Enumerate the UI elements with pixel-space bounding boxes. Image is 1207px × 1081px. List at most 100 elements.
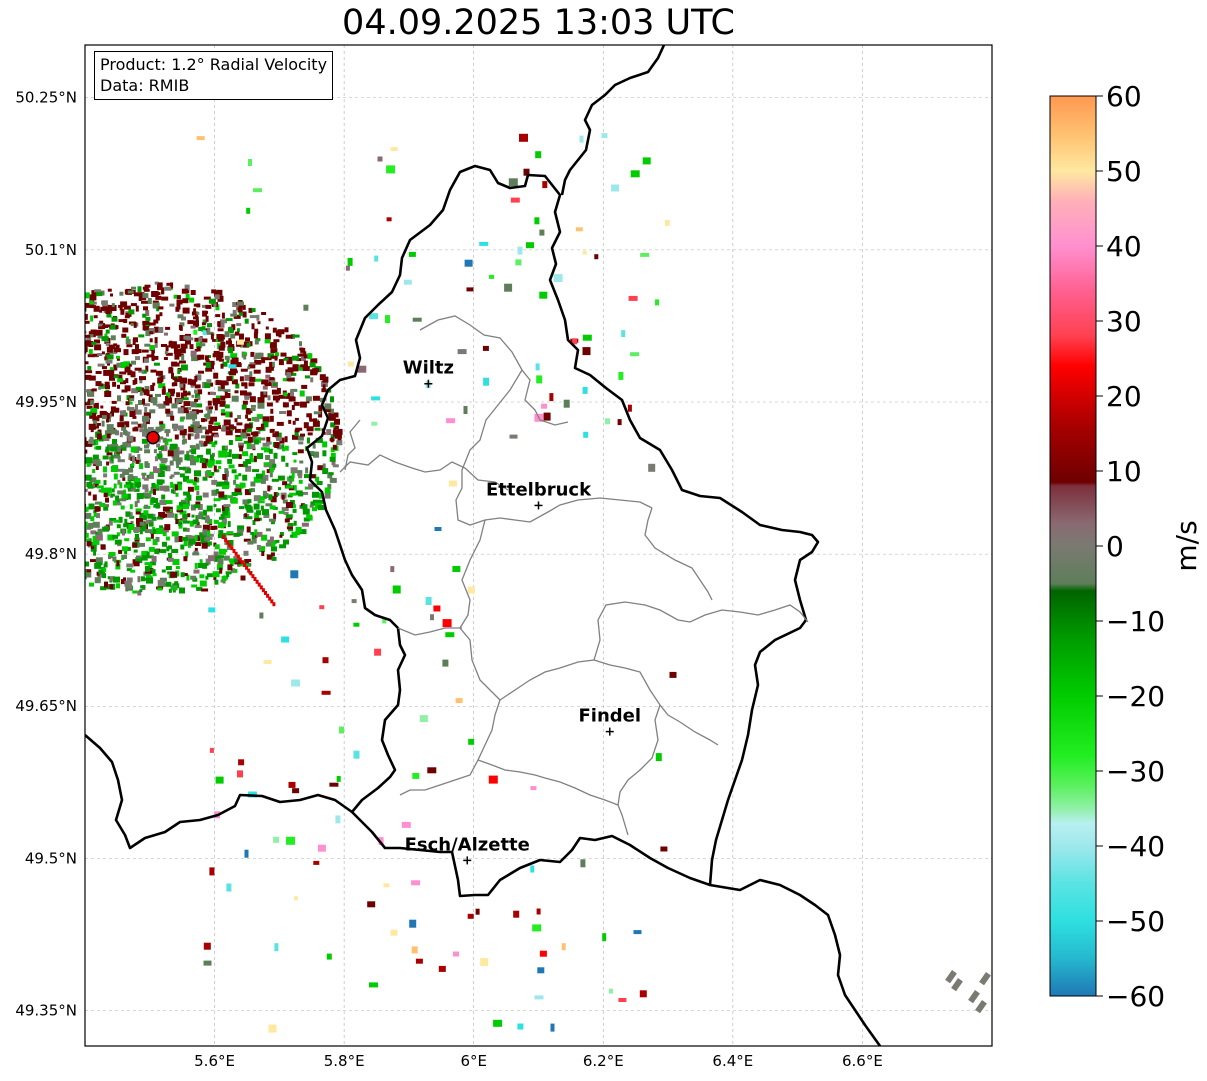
radar-echo-pixel (95, 381, 102, 387)
radar-echo-pixel (0, 515, 3, 521)
radar-echo-pixel (118, 319, 125, 323)
radar-echo-pixel (52, 475, 57, 480)
colorbar-bar (1049, 95, 1097, 997)
radar-echo-pixel (411, 946, 418, 954)
radar-echo-pixel (273, 492, 278, 498)
radar-echo-pixel (130, 323, 134, 327)
radar-echo-pixel (225, 381, 229, 386)
radar-echo-pixel (339, 726, 344, 734)
radar-echo-pixel (110, 406, 116, 413)
radar-echo-pixel (23, 479, 26, 483)
radar-echo-pixel (57, 445, 62, 451)
radar-echo-pixel (165, 536, 170, 541)
radar-echo-pixel (167, 557, 174, 562)
radar-echo-pixel (43, 360, 47, 363)
radar-echo-pixel (59, 386, 63, 390)
radar-echo-pixel (193, 316, 197, 320)
radar-echo-pixel (85, 561, 90, 567)
radar-echo-pixel (118, 375, 123, 381)
radar-echo-pixel (0, 470, 2, 474)
radar-echo-pixel (108, 554, 113, 559)
radar-echo-pixel (130, 371, 136, 378)
radar-echo-pixel (55, 484, 60, 490)
radar-echo-pixel (17, 426, 24, 429)
radar-echo-pixel (135, 508, 142, 512)
radar-echo-pixel (28, 425, 35, 429)
radar-echo-pixel (639, 990, 647, 998)
radar-echo-pixel (264, 591, 267, 595)
radar-echo-pixel (246, 443, 252, 450)
radar-echo-pixel (215, 380, 219, 384)
radar-echo-pixel (173, 425, 178, 432)
radar-echo-pixel (142, 415, 149, 422)
radar-echo-pixel (328, 412, 335, 417)
radar-echo-pixel (313, 451, 320, 458)
radar-echo-pixel (125, 339, 131, 344)
radar-echo-pixel (183, 475, 189, 482)
radar-echo-pixel (330, 453, 336, 457)
radar-echo-pixel (183, 390, 187, 397)
radar-echo-pixel (105, 310, 111, 314)
radar-echo-pixel (261, 379, 269, 385)
radar-echo-pixel (171, 549, 179, 553)
radar-echo-pixel (71, 331, 75, 336)
radar-echo-pixel (160, 465, 168, 471)
radar-echo-pixel (127, 527, 132, 534)
radar-echo-pixel (207, 459, 215, 465)
radar-echo-pixel (300, 364, 307, 368)
radar-echo-pixel (96, 292, 103, 297)
radar-echo-pixel (434, 527, 442, 531)
radar-echo-pixel (97, 335, 102, 339)
radar-echo-pixel (239, 482, 244, 489)
radar-echo-pixel (71, 336, 75, 339)
radar-echo-pixel (62, 432, 68, 438)
radar-echo-pixel (105, 342, 110, 346)
radar-echo-pixel (19, 477, 25, 482)
radar-echo-pixel (56, 330, 60, 334)
radar-echo-pixel (14, 416, 17, 421)
radar-echo-pixel (245, 506, 253, 511)
radar-echo-pixel (243, 354, 247, 360)
radar-echo-pixel (38, 500, 41, 503)
radar-echo-pixel (39, 332, 46, 337)
radar-echo-pixel (112, 381, 117, 387)
radar-echo-pixel (37, 518, 42, 523)
radar-echo-pixel (314, 427, 321, 431)
radar-echo-pixel (180, 518, 188, 521)
radar-echo-pixel (142, 293, 149, 299)
radar-echo-pixel (135, 409, 142, 415)
radar-echo-pixel (194, 470, 201, 477)
radar-echo-pixel (271, 546, 277, 552)
radar-echo-pixel (5, 425, 12, 431)
radar-echo-pixel (93, 510, 97, 517)
radar-echo-pixel (62, 438, 65, 443)
lon-tick-label: 6°E (460, 1052, 487, 1070)
radar-echo-pixel (108, 552, 116, 556)
radar-echo-pixel (161, 494, 166, 500)
radar-echo-pixel (582, 347, 591, 356)
radar-echo-pixel (125, 511, 131, 517)
radar-echo-pixel (271, 478, 279, 482)
radar-echo-pixel (55, 364, 59, 368)
radar-echo-pixel (67, 417, 73, 422)
radar-echo-pixel (186, 479, 194, 484)
radar-echo-pixel (116, 355, 120, 359)
radar-echo-pixel (276, 436, 282, 441)
radar-echo-pixel (124, 421, 130, 428)
radar-echo-pixel (164, 429, 171, 434)
radar-echo-pixel (148, 563, 153, 570)
radar-echo-pixel (79, 415, 83, 418)
radar-echo-pixel (70, 430, 73, 434)
radar-echo-pixel (618, 371, 624, 380)
radar-echo-pixel (480, 958, 489, 967)
radar-echo-pixel (161, 344, 167, 347)
radar-echo-pixel (326, 953, 332, 960)
radar-echo-pixel (273, 513, 277, 520)
radar-echo-pixel (213, 525, 218, 530)
radar-echo-pixel (104, 487, 112, 494)
radar-echo-pixel (291, 355, 299, 361)
radar-echo-pixel (12, 471, 18, 474)
radar-echo-pixel (517, 246, 523, 255)
radar-echo-pixel (208, 425, 213, 431)
radar-echo-pixel (526, 242, 534, 249)
